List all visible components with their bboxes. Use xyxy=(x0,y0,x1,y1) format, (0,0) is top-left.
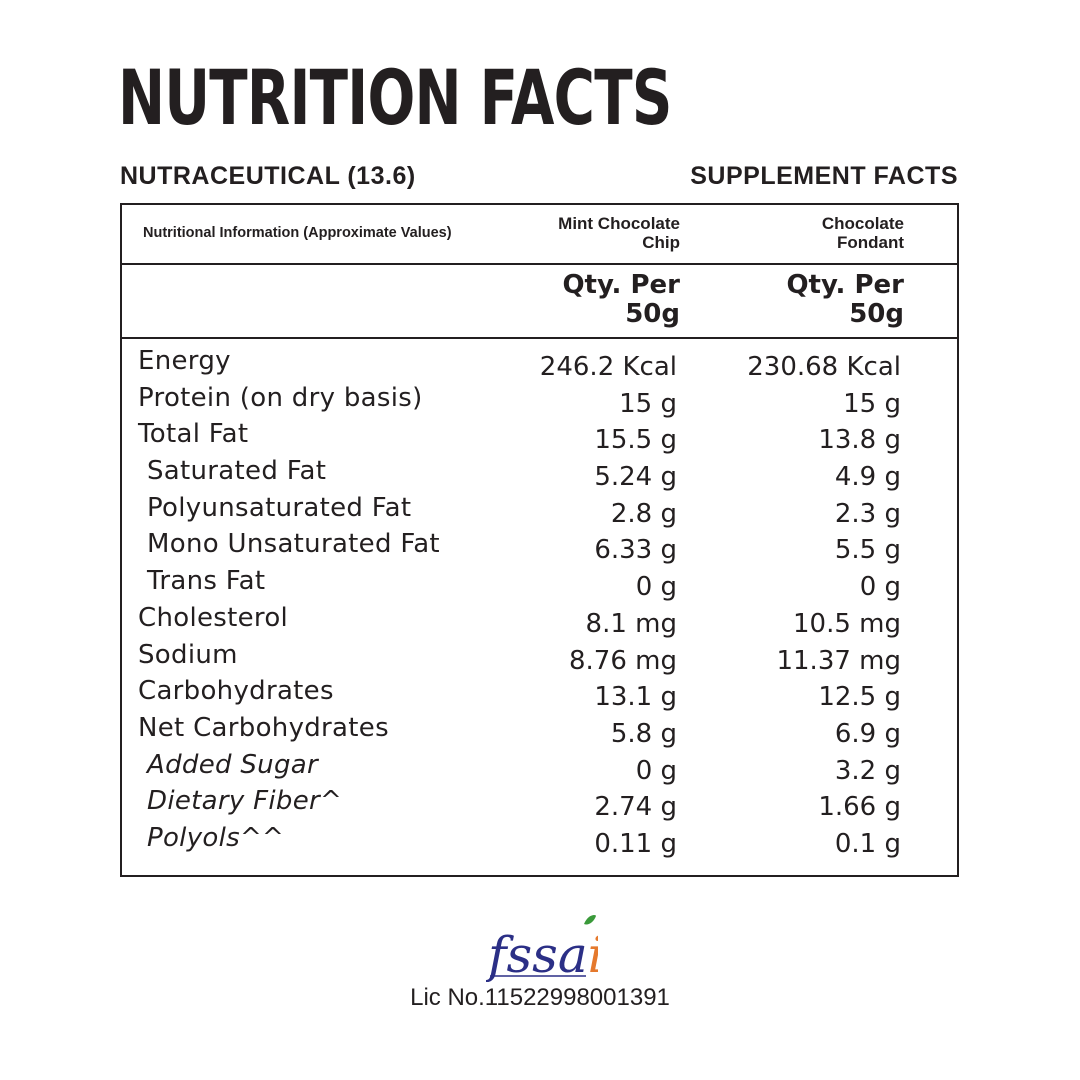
value-fondant: 2.3 g xyxy=(834,498,901,529)
value-fondant: 4.9 g xyxy=(834,462,901,493)
table-qty-row: Qty. Per 50g Qty. Per 50g xyxy=(122,265,957,339)
value-mint: 15 g xyxy=(619,388,677,419)
nutrient-label: Polyols^^ xyxy=(147,822,285,853)
nutrient-label: Trans Fat xyxy=(147,566,266,597)
fssai-logo-text: fssai xyxy=(486,926,598,982)
value-fondant: 12.5 g xyxy=(818,682,901,713)
value-fondant: 10.5 mg xyxy=(793,608,901,639)
value-fondant: 13.8 g xyxy=(818,425,901,456)
value-fondant: 15 g xyxy=(843,388,901,419)
qty-header-chocolate-fondant: Qty. Per 50g xyxy=(704,271,904,329)
license-number: Lic No.11522998001391 xyxy=(410,984,670,1011)
table-row: Dietary Fiber^ 2.74 g 1.66 g xyxy=(122,785,957,822)
value-fondant: 11.37 mg xyxy=(776,645,901,676)
nutrient-label: Dietary Fiber^ xyxy=(147,786,343,817)
nutrient-label: Polyunsaturated Fat xyxy=(147,492,412,523)
nutrient-label: Total Fat xyxy=(138,419,249,450)
value-fondant: 1.66 g xyxy=(818,792,901,823)
nutrient-label: Saturated Fat xyxy=(147,456,327,487)
value-mint: 0 g xyxy=(635,755,677,786)
table-row: Added Sugar 0 g 3.2 g xyxy=(122,749,957,786)
fssai-logo-accent: i xyxy=(588,926,598,982)
nutrition-table: Nutritional Information (Approximate Val… xyxy=(120,203,959,877)
column-header-mint-chocolate-chip: Mint Chocolate Chip xyxy=(500,214,680,252)
table-row: Polyols^^ 0.11 g 0.1 g xyxy=(122,822,957,859)
value-fondant: 0.1 g xyxy=(834,828,901,859)
table-row: Energy 246.2 Kcal 230.68 Kcal xyxy=(122,345,957,382)
fssai-logo: fssai xyxy=(486,914,598,982)
value-mint: 5.8 g xyxy=(610,718,677,749)
value-mint: 13.1 g xyxy=(594,682,677,713)
fssai-logo-main: fssa xyxy=(486,926,588,982)
nutrient-label: Sodium xyxy=(138,639,238,670)
subtitle-right: SUPPLEMENT FACTS xyxy=(690,162,958,190)
value-mint: 15.5 g xyxy=(594,425,677,456)
table-row: Trans Fat 0 g 0 g xyxy=(122,565,957,602)
table-row: Net Carbohydrates 5.8 g 6.9 g xyxy=(122,712,957,749)
nutrient-label: Mono Unsaturated Fat xyxy=(147,529,440,560)
value-mint: 8.76 mg xyxy=(569,645,677,676)
value-mint: 8.1 mg xyxy=(585,608,677,639)
value-fondant: 3.2 g xyxy=(834,755,901,786)
value-mint: 6.33 g xyxy=(594,535,677,566)
value-fondant: 230.68 Kcal xyxy=(747,352,901,382)
value-fondant: 6.9 g xyxy=(834,718,901,749)
qty-line: Qty. Per xyxy=(562,270,680,300)
subtitle-left: NUTRACEUTICAL (13.6) xyxy=(120,162,416,190)
qty-line: 50g xyxy=(625,299,680,329)
nutrient-label: Energy xyxy=(138,346,231,376)
table-row: Protein (on dry basis) 15 g 15 g xyxy=(122,382,957,419)
table-row: Total Fat 15.5 g 13.8 g xyxy=(122,418,957,455)
value-mint: 0 g xyxy=(635,572,677,603)
table-row: Mono Unsaturated Fat 6.33 g 5.5 g xyxy=(122,528,957,565)
value-mint: 246.2 Kcal xyxy=(539,352,677,382)
nutrient-label: Cholesterol xyxy=(138,602,289,633)
qty-header-mint-chocolate-chip: Qty. Per 50g xyxy=(480,271,680,329)
nutrient-label: Protein (on dry basis) xyxy=(138,382,423,413)
nutrient-rows: Energy 246.2 Kcal 230.68 Kcal Protein (on … xyxy=(122,345,957,859)
value-fondant: 5.5 g xyxy=(834,535,901,566)
column-name-line: Chip xyxy=(642,233,680,252)
value-mint: 2.74 g xyxy=(594,792,677,823)
value-mint: 2.8 g xyxy=(610,498,677,529)
leaf-icon xyxy=(584,914,596,925)
value-fondant: 0 g xyxy=(859,572,901,603)
info-label: Nutritional Information (Approximate Val… xyxy=(143,225,452,241)
table-row: Polyunsaturated Fat 2.8 g 2.3 g xyxy=(122,492,957,529)
qty-line: 50g xyxy=(849,299,904,329)
qty-line: Qty. Per xyxy=(786,270,904,300)
page-title: NUTRITION FACTS xyxy=(118,53,672,142)
table-row: Sodium 8.76 mg 11.37 mg xyxy=(122,639,957,676)
nutrient-label: Added Sugar xyxy=(147,749,318,780)
column-name-line: Fondant xyxy=(836,233,904,252)
nutrient-label: Net Carbohydrates xyxy=(138,712,389,743)
table-row: Saturated Fat 5.24 g 4.9 g xyxy=(122,455,957,492)
value-mint: 0.11 g xyxy=(594,828,677,859)
table-header-row: Nutritional Information (Approximate Val… xyxy=(122,205,957,265)
table-row: Carbohydrates 13.1 g 12.5 g xyxy=(122,675,957,712)
value-mint: 5.24 g xyxy=(594,462,677,493)
column-name-line: Chocolate xyxy=(821,214,904,233)
table-row: Cholesterol 8.1 mg 10.5 mg xyxy=(122,602,957,639)
nutrient-label: Carbohydrates xyxy=(138,676,334,707)
column-name-line: Mint Chocolate xyxy=(558,214,680,233)
column-header-chocolate-fondant: Chocolate Fondant xyxy=(724,214,904,252)
